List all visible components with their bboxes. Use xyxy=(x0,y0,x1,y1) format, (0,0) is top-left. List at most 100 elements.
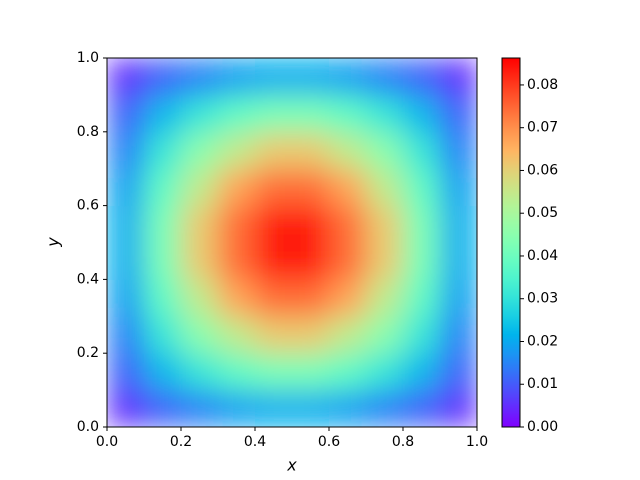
colorbar xyxy=(501,57,521,428)
x-tick-label: 0.8 xyxy=(392,434,414,450)
heat-cell xyxy=(366,242,404,280)
heat-cell xyxy=(107,279,145,317)
heat-cell xyxy=(144,279,182,317)
plot-area xyxy=(107,58,477,427)
x-tick-label: 0.4 xyxy=(244,434,266,450)
heat-cell xyxy=(107,353,145,391)
x-tick-label: 0.6 xyxy=(318,434,340,450)
y-axis-label: y xyxy=(44,237,63,248)
heat-cell xyxy=(218,242,256,280)
heat-cell xyxy=(255,242,293,280)
heat-cell xyxy=(181,353,219,391)
heat-cell xyxy=(181,316,219,354)
x-tick-label: 1.0 xyxy=(466,434,488,450)
plot-frame xyxy=(106,57,478,428)
heat-cell xyxy=(144,58,182,96)
heat-cell xyxy=(403,279,441,317)
y-tick-label: 1.0 xyxy=(77,50,99,66)
heat-cell xyxy=(181,131,219,170)
heat-cell xyxy=(292,131,330,170)
heat-cell xyxy=(329,390,367,427)
heat-cell xyxy=(292,316,330,354)
heat-cell xyxy=(107,242,145,280)
heat-cell xyxy=(366,58,404,96)
heat-cell xyxy=(107,168,145,207)
heat-cell xyxy=(107,316,145,354)
heat-cell xyxy=(292,390,330,427)
heat-cell xyxy=(218,390,256,427)
colorbar-tick-label: 0.06 xyxy=(527,162,558,178)
heat-cell xyxy=(366,131,404,170)
heat-cell xyxy=(255,279,293,317)
heat-cell xyxy=(107,390,145,427)
heat-cell xyxy=(403,131,441,170)
heat-cell xyxy=(107,94,145,133)
heat-cell xyxy=(255,316,293,354)
heat-cell xyxy=(218,58,256,96)
heat-cell xyxy=(144,94,182,133)
heat-cell xyxy=(107,58,145,96)
heat-cell xyxy=(181,242,219,280)
heat-cell xyxy=(329,58,367,96)
x-tick-label: 0.0 xyxy=(96,434,118,450)
colorbar-tick-label: 0.02 xyxy=(527,333,558,349)
colorbar-tick-label: 0.05 xyxy=(527,205,558,221)
heat-cell xyxy=(144,242,182,280)
colorbar-tick-label: 0.04 xyxy=(527,248,558,264)
heat-cell xyxy=(292,58,330,96)
heat-cell xyxy=(292,242,330,280)
heat-cell xyxy=(218,205,256,243)
heat-cell xyxy=(218,316,256,354)
heat-cell xyxy=(329,353,367,391)
heat-cell xyxy=(292,279,330,317)
heat-cell xyxy=(329,94,367,133)
colorbar-tick-label: 0.01 xyxy=(527,376,558,392)
heat-cell xyxy=(255,390,293,427)
colorbar-tick-label: 0.03 xyxy=(527,291,558,307)
heat-cell xyxy=(403,242,441,280)
y-tick-label: 0.0 xyxy=(77,419,99,435)
heat-cell xyxy=(329,205,367,243)
heat-cell xyxy=(403,58,441,96)
heat-cell xyxy=(181,279,219,317)
y-tick-label: 0.2 xyxy=(77,345,99,361)
heat-cell xyxy=(144,205,182,243)
heat-cell xyxy=(440,94,477,133)
heat-cell xyxy=(329,242,367,280)
heat-cell xyxy=(403,316,441,354)
heat-cell xyxy=(440,353,477,391)
heat-cell xyxy=(329,168,367,207)
heat-cell xyxy=(107,205,145,243)
heatmap xyxy=(107,58,477,427)
heat-cell xyxy=(255,94,293,133)
heat-cell xyxy=(403,390,441,427)
heat-cell xyxy=(144,131,182,170)
heat-cell xyxy=(144,168,182,207)
heat-cell xyxy=(255,205,293,243)
heat-cell xyxy=(366,279,404,317)
heat-cell xyxy=(218,353,256,391)
heat-cell xyxy=(292,353,330,391)
colorbar-tick-label: 0.08 xyxy=(527,77,558,93)
heat-cell xyxy=(181,205,219,243)
heat-cell xyxy=(144,353,182,391)
heat-cell xyxy=(440,131,477,170)
heat-cell xyxy=(440,205,477,243)
heat-cell xyxy=(440,242,477,280)
heat-cell xyxy=(181,168,219,207)
heat-cell xyxy=(403,205,441,243)
y-tick-label: 0.6 xyxy=(77,198,99,214)
heat-cell xyxy=(218,168,256,207)
heat-cell xyxy=(403,94,441,133)
heat-cell xyxy=(403,353,441,391)
heat-cell xyxy=(218,279,256,317)
heat-cell xyxy=(329,316,367,354)
heat-cell xyxy=(366,94,404,133)
heat-cell xyxy=(440,168,477,207)
heat-cell xyxy=(292,94,330,133)
x-axis-label: x xyxy=(286,456,297,475)
heat-cell xyxy=(144,390,182,427)
heat-cell xyxy=(366,390,404,427)
heat-cell xyxy=(255,131,293,170)
